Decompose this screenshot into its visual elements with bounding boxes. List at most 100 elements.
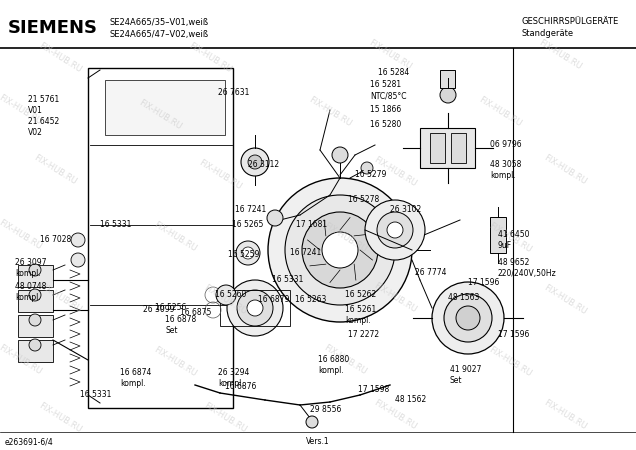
Circle shape — [444, 294, 492, 342]
Text: 26 7774: 26 7774 — [415, 268, 446, 277]
Text: FIX-HUB.RU: FIX-HUB.RU — [542, 153, 588, 187]
Text: Standgeräte: Standgeräte — [522, 30, 574, 39]
Text: FIX-HUB.RU: FIX-HUB.RU — [372, 398, 418, 432]
Text: FIX-HUB.RU: FIX-HUB.RU — [37, 41, 83, 75]
Circle shape — [247, 300, 263, 316]
Circle shape — [241, 148, 269, 176]
Text: 16 6876: 16 6876 — [225, 382, 256, 391]
Text: 48 3058
kompl.: 48 3058 kompl. — [490, 160, 522, 180]
Bar — [220, 290, 290, 326]
Text: FIX-HUB.RU: FIX-HUB.RU — [152, 220, 198, 254]
Text: 16 7028: 16 7028 — [40, 235, 71, 244]
Circle shape — [236, 241, 260, 265]
Bar — [18, 315, 53, 337]
Text: Vers.1: Vers.1 — [306, 437, 330, 446]
Text: 41 6450
9uF: 41 6450 9uF — [498, 230, 530, 250]
Text: 16 6880
kompl.: 16 6880 kompl. — [318, 355, 349, 375]
Circle shape — [361, 162, 373, 174]
Text: FIX-HUB.RU: FIX-HUB.RU — [202, 401, 248, 435]
Text: 06 9796: 06 9796 — [490, 140, 522, 149]
Text: GESCHIRRSPÜLGERÄTE: GESCHIRRSPÜLGERÄTE — [522, 18, 619, 27]
Text: 26 3112: 26 3112 — [248, 160, 279, 169]
Text: 21 5761
V01
21 6452
V02: 21 5761 V01 21 6452 V02 — [28, 95, 59, 137]
Ellipse shape — [296, 275, 321, 285]
Circle shape — [237, 290, 273, 326]
Text: 16 6878
Set: 16 6878 Set — [165, 315, 197, 335]
Text: 16 7241: 16 7241 — [290, 248, 321, 257]
Circle shape — [71, 233, 85, 247]
Circle shape — [432, 282, 504, 354]
Circle shape — [268, 178, 412, 322]
Text: FIX-HUB.RU: FIX-HUB.RU — [322, 343, 368, 377]
Text: FIX-HUB.RU: FIX-HUB.RU — [367, 38, 413, 72]
Text: FIX-HUB.RU: FIX-HUB.RU — [372, 155, 418, 189]
Circle shape — [285, 195, 395, 305]
Circle shape — [248, 155, 262, 169]
Text: e263691-6/4: e263691-6/4 — [5, 437, 54, 446]
Text: 41 9027
Set: 41 9027 Set — [450, 365, 481, 385]
Circle shape — [71, 253, 85, 267]
Text: FIX-HUB.RU: FIX-HUB.RU — [202, 283, 248, 317]
Text: 16 5278: 16 5278 — [348, 195, 379, 204]
Bar — [430, 133, 445, 163]
Text: SIEMENS: SIEMENS — [8, 19, 98, 37]
Text: 16 5261
kompl.: 16 5261 kompl. — [345, 305, 377, 325]
Bar — [451, 133, 466, 163]
Text: 16 5331: 16 5331 — [272, 275, 303, 284]
Text: 15 1866: 15 1866 — [370, 105, 401, 114]
Text: 16 5279: 16 5279 — [355, 170, 387, 179]
Circle shape — [302, 212, 378, 288]
Text: 48 9652
220/240V,50Hz: 48 9652 220/240V,50Hz — [498, 258, 556, 278]
Text: FIX-HUB.RU: FIX-HUB.RU — [537, 38, 583, 72]
Text: 17 1596: 17 1596 — [468, 278, 499, 287]
Circle shape — [387, 222, 403, 238]
Text: FIX-HUB.RU: FIX-HUB.RU — [137, 98, 183, 132]
Bar — [18, 265, 53, 287]
Text: FIX-HUB.RU: FIX-HUB.RU — [322, 221, 368, 255]
Text: FIX-HUB.RU: FIX-HUB.RU — [0, 343, 43, 377]
Text: 16 5259: 16 5259 — [228, 250, 259, 259]
Bar — [490, 217, 506, 253]
Text: 16 5331: 16 5331 — [80, 390, 111, 399]
Circle shape — [440, 87, 456, 103]
Text: FIX-HUB.RU: FIX-HUB.RU — [0, 218, 43, 252]
Text: 26 3102: 26 3102 — [390, 205, 421, 214]
Text: FIX-HUB.RU: FIX-HUB.RU — [37, 281, 83, 315]
Bar — [440, 70, 455, 88]
Circle shape — [227, 280, 283, 336]
Text: 16 7241: 16 7241 — [235, 205, 266, 214]
Bar — [18, 290, 53, 312]
Circle shape — [267, 210, 283, 226]
Text: SE24A665/35–V01,weiß: SE24A665/35–V01,weiß — [110, 18, 209, 27]
Text: 17 2272: 17 2272 — [348, 330, 379, 339]
Text: 16 6874
kompl.: 16 6874 kompl. — [120, 368, 151, 388]
Bar — [105, 80, 225, 135]
Text: 48 1562: 48 1562 — [395, 395, 426, 404]
Circle shape — [29, 314, 41, 326]
Text: FIX-HUB.RU: FIX-HUB.RU — [307, 95, 353, 129]
Text: 16 5263: 16 5263 — [295, 295, 326, 304]
Circle shape — [29, 339, 41, 351]
Text: FIX-HUB.RU: FIX-HUB.RU — [37, 401, 83, 435]
Text: FIX-HUB.RU: FIX-HUB.RU — [487, 345, 533, 379]
Text: 16 5281
NTC/85°C: 16 5281 NTC/85°C — [370, 80, 406, 100]
Text: 16 5260: 16 5260 — [215, 290, 246, 299]
Circle shape — [377, 212, 413, 248]
Circle shape — [29, 264, 41, 276]
Text: FIX-HUB.RU: FIX-HUB.RU — [32, 153, 78, 187]
Circle shape — [306, 416, 318, 428]
Text: 48 1563: 48 1563 — [448, 293, 480, 302]
Text: 16 5331: 16 5331 — [100, 220, 132, 229]
Text: FIX-HUB.RU: FIX-HUB.RU — [187, 41, 233, 75]
Text: 17 1681: 17 1681 — [296, 220, 327, 229]
Text: FIX-HUB.RU: FIX-HUB.RU — [372, 281, 418, 315]
Text: 17 1598: 17 1598 — [358, 385, 389, 394]
Bar — [88, 68, 233, 408]
Text: FIX-HUB.RU: FIX-HUB.RU — [152, 345, 198, 379]
Text: 16 5284: 16 5284 — [378, 68, 409, 77]
Bar — [18, 340, 53, 362]
Circle shape — [322, 232, 358, 268]
Text: 26 3097
kompl.: 26 3097 kompl. — [15, 258, 46, 278]
Text: FIX-HUB.RU: FIX-HUB.RU — [0, 93, 43, 127]
Circle shape — [456, 306, 480, 330]
